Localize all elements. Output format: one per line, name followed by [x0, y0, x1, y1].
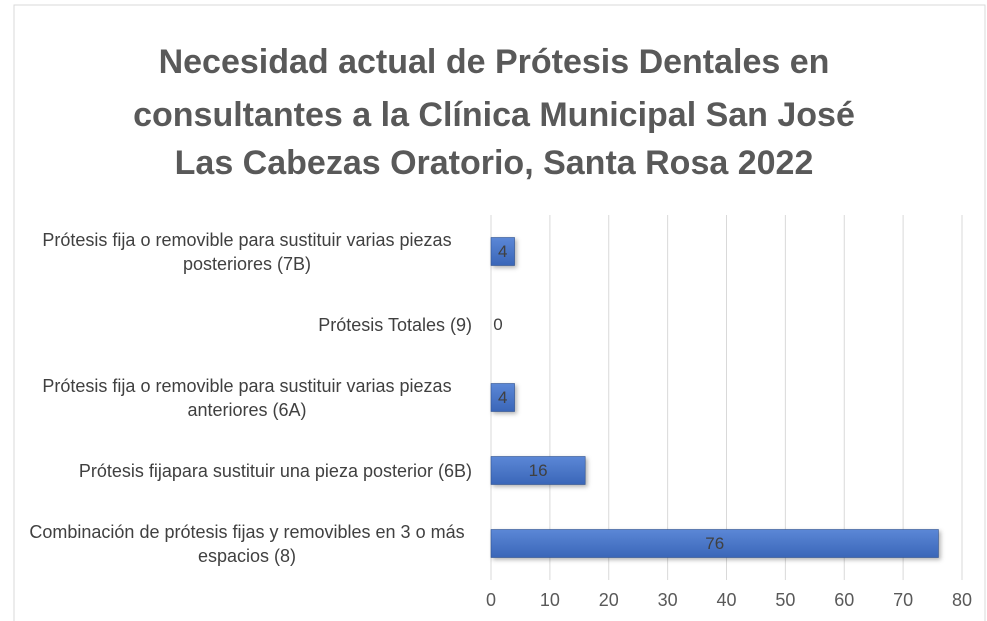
x-tick-label: 10: [540, 590, 560, 610]
y-tick-label: Prótesis fijapara sustituir una pieza po…: [78, 460, 472, 481]
chart-title: Necesidad actual de Prótesis Dentales en: [159, 43, 830, 81]
chart-border: [13, 4, 986, 621]
x-tick-label: 30: [658, 590, 678, 610]
y-tick-label: Combinación de prótesis fijas y removibl…: [29, 521, 465, 566]
bar: [490, 529, 939, 558]
chart-title: Las Cabezas Oratorio, Santa Rosa 2022: [175, 144, 814, 182]
data-label: 4: [498, 388, 507, 407]
y-tick-label: Prótesis Totales (9): [318, 314, 472, 335]
x-tick-label: 40: [716, 590, 736, 610]
data-label: 0: [493, 315, 502, 334]
x-tick-label: 70: [893, 590, 913, 610]
data-label: 4: [498, 242, 507, 261]
y-tick-label: Prótesis fija o removible para sustituir…: [42, 375, 452, 420]
data-label: 76: [705, 534, 724, 553]
x-tick-label: 0: [486, 590, 496, 610]
bar: [490, 383, 515, 412]
x-tick-label: 20: [599, 590, 619, 610]
data-label: 16: [529, 461, 548, 480]
x-tick-label: 50: [775, 590, 795, 610]
bar: [490, 456, 586, 485]
x-tick-label: 60: [834, 590, 854, 610]
chart-title: consultantes a la Clínica Municipal San …: [133, 96, 855, 134]
y-tick-label: Prótesis fija o removible para sustituir…: [42, 229, 452, 274]
x-tick-label: 80: [952, 590, 972, 610]
bar: [490, 237, 515, 266]
